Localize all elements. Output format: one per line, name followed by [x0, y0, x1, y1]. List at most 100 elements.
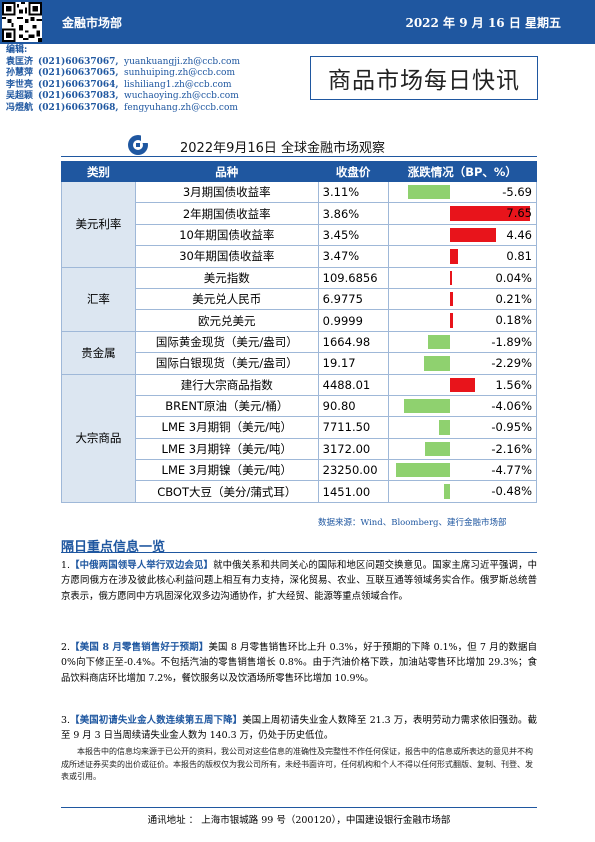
editor-row: 孙慧萍 (021)60637065, sunhuiping.zh@ccb.com	[6, 68, 240, 80]
item-name-cell: 30年期国债收益率	[134, 245, 319, 268]
table-row: 美元利率 3月期国债收益率 3.11% -5.69	[61, 180, 538, 268]
change-cell: -5.69	[387, 180, 538, 204]
category-cell: 美元利率	[61, 181, 136, 268]
change-value: -0.48%	[491, 484, 532, 499]
change-cell: 0.18%	[387, 309, 538, 332]
close-value-cell: 6.9775	[317, 287, 389, 311]
change-bar-up	[449, 270, 452, 285]
change-value: -1.89%	[491, 334, 532, 349]
category-cell: 贵金属	[61, 330, 136, 375]
ccb-logo-icon	[128, 134, 149, 155]
close-value-cell: 1451.00	[317, 480, 389, 503]
news-body: 美国上周初请失业金人数降至 21.3 万，表明劳动力需求依旧强劲。截至 9 月 …	[61, 715, 537, 742]
editor-phone: (021)60637083,	[38, 91, 119, 102]
news-number: 2.	[61, 642, 70, 653]
item-name-cell: 建行大宗商品指数	[134, 373, 319, 396]
news-item: 3.【美国初请失业金人数连续第五周下降】美国上周初请失业金人数降至 21.3 万…	[61, 713, 537, 744]
change-bar-down	[428, 334, 450, 350]
change-cell: 0.81	[387, 245, 538, 268]
change-value: 0.21%	[495, 291, 532, 306]
change-bar-up	[449, 227, 497, 243]
header-category: 类别	[61, 161, 136, 182]
close-value-cell: 3.11%	[317, 180, 389, 204]
report-title-box: 商品市场每日快讯	[310, 56, 538, 100]
news-number: 3.	[61, 715, 70, 726]
category-cell: 大宗商品	[61, 373, 136, 503]
close-value-cell: 3.47%	[317, 245, 389, 268]
section-divider	[61, 552, 537, 553]
change-bar-up	[449, 377, 475, 392]
header-change: 涨跌情况（BP、%）	[387, 161, 538, 182]
editor-phone: (021)60637065,	[38, 68, 119, 79]
change-bar-down	[425, 441, 450, 457]
footer-divider	[61, 807, 537, 808]
editor-email[interactable]: yuankuangji.zh@ccb.com	[124, 56, 240, 67]
change-cell: 0.21%	[387, 287, 538, 311]
editor-email[interactable]: lishiliang1.zh@ccb.com	[124, 79, 232, 90]
item-name-cell: 10年期国债收益率	[134, 223, 319, 247]
change-bar-up	[449, 291, 453, 307]
header-bar: 金融市场部 2022 年 9 月 16 日 星期五	[0, 0, 595, 44]
change-value: 0.04%	[495, 270, 532, 285]
editor-name: 冯煜航	[6, 102, 34, 113]
department-name: 金融市场部	[62, 16, 123, 30]
change-bar-up	[449, 206, 530, 221]
editor-row: 李世亮 (021)60637064, lishiliang1.zh@ccb.com	[6, 80, 240, 92]
change-value: -4.77%	[491, 463, 532, 478]
change-cell: -0.48%	[387, 480, 538, 503]
close-value-cell: 1664.98	[317, 330, 389, 354]
news-item: 2.【美国 8 月零售销售好于预期】美国 8 月零售销售环比上升 0.3%，好于…	[61, 640, 537, 686]
editor-phone: (021)60637068,	[38, 102, 119, 113]
market-table: 类别 品种 收盘价 涨跌情况（BP、%） 美元利率 3月期国债收益率 3.11% -5…	[61, 161, 538, 503]
change-value: -5.69	[502, 185, 532, 199]
footer-address: 通讯地址 ： 上海市银城路 99 号（200120），中国建设银行金融市场部	[147, 815, 451, 826]
editor-email[interactable]: wuchaoying.zh@ccb.com	[124, 91, 239, 102]
change-value: 7.65	[506, 206, 532, 221]
table-row: 大宗商品 建行大宗商品指数 4488.01 1.56%	[61, 373, 538, 503]
close-value-cell: 3172.00	[317, 437, 389, 461]
change-value: -4.06%	[491, 398, 532, 413]
change-cell: 0.04%	[387, 266, 538, 289]
news-item: 1.【中俄两国领导人举行双边会见】就中俄关系和共同关心的国际和地区问题交换意见。…	[61, 558, 537, 604]
table-header-row: 类别 品种 收盘价 涨跌情况（BP、%）	[61, 161, 538, 182]
change-bar-up	[449, 313, 453, 328]
editor-email[interactable]: fengyuhang.zh@ccb.com	[124, 102, 238, 113]
change-bar-down	[438, 420, 450, 435]
change-cell: 4.46	[387, 223, 538, 247]
table-row: 30年期国债收益率 3.47% 0.81	[62, 245, 538, 268]
close-value-cell: 3.86%	[317, 202, 389, 225]
item-name-cell: 国际黄金现货（美元/盎司）	[134, 330, 319, 354]
news-body: 就中俄关系和共同关心的国际和地区问题交换意见。国家主席习近平强调，中方愿同俄方在…	[61, 560, 537, 602]
table-row: 欧元兑美元 0.9999 0.18%	[62, 309, 538, 332]
title-divider	[61, 156, 537, 157]
change-bar-down	[407, 185, 450, 200]
change-cell: -2.29%	[387, 352, 538, 375]
table-row: LME 3月期镍（美元/吨） 23250.00 -4.77%	[62, 459, 538, 482]
close-value-cell: 4488.01	[317, 373, 389, 396]
editor-phone: (021)60637067,	[38, 56, 119, 67]
table-row: 2年期国债收益率 3.86% 7.65	[62, 202, 538, 225]
editor-row: 袁匡济 (021)60637067, yuankuangji.zh@ccb.com	[6, 57, 240, 69]
section-title: 隔日重点信息一览	[61, 540, 166, 555]
editor-name: 李世亮	[6, 79, 34, 90]
item-name-cell: LME 3月期锌（美元/吨）	[134, 437, 319, 461]
change-cell: 1.56%	[387, 373, 538, 396]
item-name-cell: 国际白银现货（美元/盎司）	[134, 352, 319, 375]
change-cell: 7.65	[387, 202, 538, 225]
editor-row: 冯煜航 (021)60637068, fengyuhang.zh@ccb.com	[6, 103, 240, 115]
news-headline: 【美国 8 月零售销售好于预期】	[69, 642, 209, 653]
category-cell: 汇率	[61, 266, 136, 332]
close-value-cell: 23250.00	[317, 459, 389, 482]
item-name-cell: 2年期国债收益率	[134, 202, 319, 225]
change-cell: -1.89%	[387, 330, 538, 354]
editor-email[interactable]: sunhuiping.zh@ccb.com	[124, 68, 235, 79]
editor-row: 吴超颖 (021)60637083, wuchaoying.zh@ccb.com	[6, 91, 240, 103]
editor-phone: (021)60637064,	[38, 79, 119, 90]
data-source: 数据来源：Wind、Bloomberg、建行金融市场部	[318, 518, 507, 528]
close-value-cell: 0.9999	[317, 309, 389, 332]
item-name-cell: LME 3月期镍（美元/吨）	[134, 459, 319, 482]
item-name-cell: LME 3月期铜（美元/吨）	[134, 416, 319, 439]
close-value-cell: 90.80	[317, 394, 389, 418]
close-value-cell: 109.6856	[317, 266, 389, 289]
table-row: 汇率 美元指数 109.6856 0.04%	[61, 266, 538, 332]
